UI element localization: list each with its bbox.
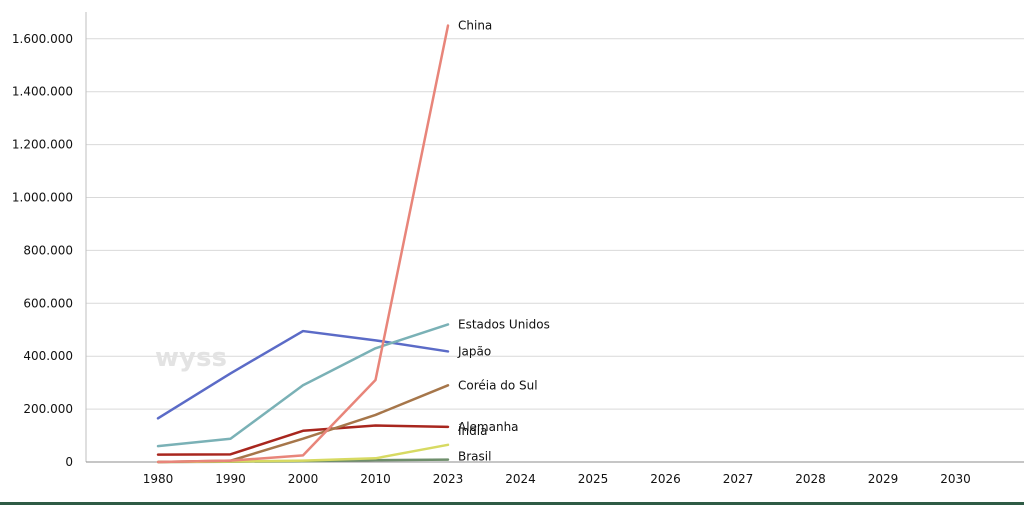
x-tick-label: 2000 bbox=[288, 472, 319, 486]
y-tick-label: 800.000 bbox=[23, 243, 73, 257]
y-tick-label: 1.600.000 bbox=[12, 32, 73, 46]
y-tick-label: 200.000 bbox=[23, 402, 73, 416]
x-tick-label: 1990 bbox=[215, 472, 246, 486]
y-tick-label: 400.000 bbox=[23, 349, 73, 363]
series-line-cor-ia-do-sul bbox=[156, 384, 450, 464]
series-label: Estados Unidos bbox=[458, 317, 550, 331]
y-tick-label: 0 bbox=[65, 455, 73, 469]
series-label: China bbox=[458, 19, 492, 33]
x-tick-label: 2023 bbox=[433, 472, 464, 486]
x-tick-label: 2027 bbox=[723, 472, 754, 486]
x-tick-label: 2025 bbox=[578, 472, 609, 486]
grid-lines bbox=[86, 38, 1024, 410]
x-tick-label: 1980 bbox=[143, 472, 174, 486]
y-tick-label: 1.000.000 bbox=[12, 191, 73, 205]
x-tick-label: 2028 bbox=[795, 472, 826, 486]
x-tick-label: 2010 bbox=[360, 472, 391, 486]
bottom-border bbox=[0, 502, 1024, 505]
y-tick-label: 1.200.000 bbox=[12, 138, 73, 152]
series-label: Coréia do Sul bbox=[458, 378, 538, 392]
x-tick-label: 2024 bbox=[505, 472, 536, 486]
series-lines bbox=[156, 24, 450, 464]
series-line-jap-o bbox=[156, 329, 450, 420]
series-label: Índia bbox=[458, 423, 487, 438]
y-axis: 0 200.000 400.000 600.000 800.000 1.000.000 1.… bbox=[12, 12, 87, 469]
x-tick-label: 2030 bbox=[940, 472, 971, 486]
y-tick-label: 1.400.000 bbox=[12, 85, 73, 99]
series-line-alemanha bbox=[156, 424, 450, 456]
y-tick-label: 600.000 bbox=[23, 296, 73, 310]
x-tick-label: 2029 bbox=[868, 472, 899, 486]
x-tick-label: 2026 bbox=[650, 472, 681, 486]
series-label: Alemanha bbox=[458, 420, 519, 434]
x-axis: 1980 1990 2000 2010 2023 2024 2025 2026 2027 2028… bbox=[86, 461, 1024, 486]
watermark: wyss bbox=[155, 343, 227, 373]
series-line-estados-unidos bbox=[156, 323, 450, 448]
series-label: Brasil bbox=[458, 450, 491, 464]
series-label: Japão bbox=[457, 344, 491, 358]
series-labels: China Estados Unidos Japão Coréia do Sul Ale… bbox=[457, 19, 550, 464]
series-line-china bbox=[156, 24, 450, 464]
